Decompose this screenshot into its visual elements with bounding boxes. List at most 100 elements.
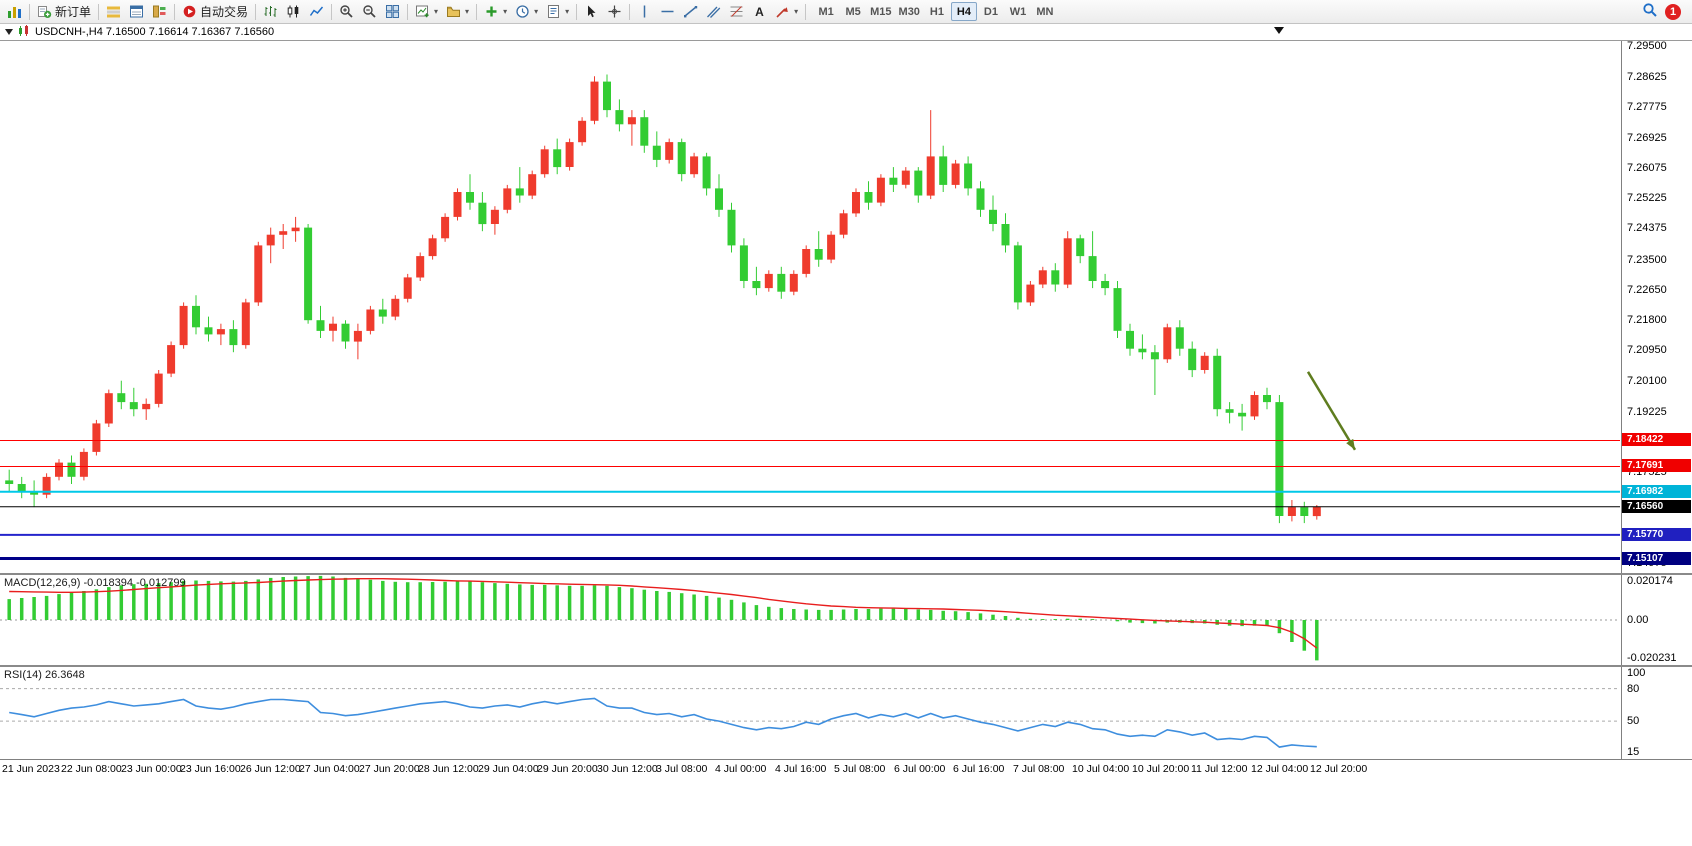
time-tick-label: 6 Jul 16:00	[953, 763, 1005, 775]
trendline-button[interactable]	[679, 2, 702, 22]
timeframe-w1-button[interactable]: W1	[1005, 2, 1031, 21]
candles-icon	[286, 4, 301, 19]
newchart-icon	[415, 4, 430, 19]
price-tick-label: 7.26075	[1627, 162, 1667, 174]
svg-text:A: A	[755, 5, 764, 19]
dropdown-caret-icon: ▾	[465, 7, 470, 16]
cursor-icon	[584, 4, 599, 19]
dropdown-caret-icon: ▾	[534, 7, 539, 16]
new-order-button-label: 新订单	[55, 5, 92, 19]
rsi-tick-label: 15	[1627, 746, 1640, 758]
rsi-pane[interactable]: RSI(14) 26.3648 100 80 50 15	[0, 667, 1692, 759]
timeframe-d1-button[interactable]: D1	[978, 2, 1004, 21]
timeframe-m30-button[interactable]: M30	[896, 2, 923, 21]
price-level-badge: 7.16982	[1622, 485, 1691, 498]
one-click-trading-toggle[interactable]	[5, 29, 13, 35]
chart-window: USDCNH-,H4 7.16500 7.16614 7.16367 7.165…	[0, 24, 1692, 846]
search-button[interactable]	[1642, 2, 1658, 21]
candlestick-chart-button[interactable]	[282, 2, 305, 22]
toolbar-right: 1	[1642, 2, 1689, 21]
time-tick-label: 26 Jun 12:00	[240, 763, 301, 775]
notification-badge[interactable]: 1	[1665, 3, 1681, 20]
time-tick-label: 27 Jun 04:00	[299, 763, 360, 775]
neworder-icon	[37, 4, 52, 19]
time-tick-label: 30 Jun 12:00	[597, 763, 658, 775]
bar-chart-button[interactable]	[259, 2, 282, 22]
rsi-tick-label: 80	[1627, 683, 1640, 695]
toolbar-separator	[29, 3, 30, 20]
channel-icon	[706, 4, 721, 19]
logo-icon	[7, 4, 22, 19]
cursor-button[interactable]	[580, 2, 603, 22]
vertical-line-button[interactable]	[633, 2, 656, 22]
profiles-button[interactable]: ▾	[442, 2, 473, 22]
rsi-tick-label: 50	[1627, 715, 1640, 727]
app-logo[interactable]	[3, 2, 26, 22]
price-axis[interactable]: 7.29500 7.28625 7.27775 7.26925 7.26075 7.252…	[1621, 41, 1692, 573]
price-level-badge: 7.16560	[1622, 500, 1691, 513]
toolbar-separator	[407, 3, 409, 20]
toolbar-separator	[174, 3, 176, 20]
time-tick-label: 5 Jul 08:00	[834, 763, 886, 775]
datawindow-icon	[129, 4, 144, 19]
timeframe-m1-button[interactable]: M1	[813, 2, 839, 21]
toolbar-separator	[98, 3, 100, 20]
channel-button[interactable]	[702, 2, 725, 22]
pane-separator[interactable]	[0, 573, 1692, 575]
chart-title: USDCNH-,H4 7.16500 7.16614 7.16367 7.165…	[35, 26, 275, 38]
macd-tick-label: 0.020174	[1627, 575, 1673, 587]
macd-pane[interactable]: MACD(12,26,9) -0.018394 -0.012799 0.0201…	[0, 575, 1692, 665]
chart-shift-marker	[1274, 27, 1284, 34]
price-level-badge: 7.15107	[1622, 552, 1691, 565]
timeframe-h4-button[interactable]: H4	[950, 2, 977, 21]
fibonacci-button[interactable]	[725, 2, 748, 22]
trendline-icon	[683, 4, 698, 19]
toolbar-separator	[629, 3, 631, 20]
time-tick-label: 29 Jun 20:00	[537, 763, 598, 775]
indicators-button[interactable]: ▾	[480, 2, 511, 22]
time-tick-label: 3 Jul 08:00	[656, 763, 708, 775]
timeframe-mn-button[interactable]: MN	[1032, 2, 1058, 21]
crosshair-button[interactable]	[603, 2, 626, 22]
time-tick-label: 6 Jul 00:00	[894, 763, 946, 775]
text-icon: A	[752, 4, 767, 19]
text-button[interactable]: A	[748, 2, 771, 22]
time-tick-label: 23 Jun 00:00	[121, 763, 182, 775]
time-tick-label: 7 Jul 08:00	[1013, 763, 1065, 775]
timeframe-m5-button[interactable]: M5	[840, 2, 866, 21]
line-chart-button[interactable]	[305, 2, 328, 22]
templates-button[interactable]: ▾	[542, 2, 573, 22]
data-window-button[interactable]	[125, 2, 148, 22]
navigator-button[interactable]	[148, 2, 171, 22]
timeframe-m15-button[interactable]: M15	[867, 2, 894, 21]
periods-button[interactable]: ▾	[511, 2, 542, 22]
timeframe-toolbar: M1 M5 M15 M30 H1 H4 D1 W1 MN	[813, 2, 1058, 21]
bars-icon	[263, 4, 278, 19]
main-chart-pane[interactable]: 7.29500 7.28625 7.27775 7.26925 7.26075 7.252…	[0, 41, 1692, 573]
price-tick-label: 7.24375	[1627, 222, 1667, 234]
templates-icon	[546, 4, 561, 19]
arrows-button[interactable]: ▾	[771, 2, 802, 22]
price-tick-label: 7.20100	[1627, 375, 1667, 387]
horizontal-line-button[interactable]	[656, 2, 679, 22]
zoom-out-button[interactable]	[358, 2, 381, 22]
profiles-icon	[446, 4, 461, 19]
time-tick-label: 4 Jul 16:00	[775, 763, 827, 775]
pane-separator[interactable]	[0, 665, 1692, 667]
price-level-badge: 7.17691	[1622, 459, 1691, 472]
new-order-button[interactable]: 新订单	[33, 2, 95, 22]
auto-trading-button[interactable]: 自动交易	[178, 2, 252, 22]
dropdown-caret-icon: ▾	[565, 7, 570, 16]
market-watch-button[interactable]	[102, 2, 125, 22]
zoom-in-button[interactable]	[335, 2, 358, 22]
tile-windows-button[interactable]	[381, 2, 404, 22]
rsi-axis[interactable]: 100 80 50 15	[1621, 667, 1692, 759]
new-chart-button[interactable]: ▾	[411, 2, 442, 22]
time-axis[interactable]: 21 Jun 2023 22 Jun 08:00 23 Jun 00:00 23 Ju…	[0, 759, 1692, 780]
macd-tick-label: -0.020231	[1627, 652, 1677, 664]
macd-axis[interactable]: 0.020174 0.00 -0.020231	[1621, 575, 1692, 665]
price-tick-label: 7.19225	[1627, 406, 1667, 418]
price-tick-label: 7.25225	[1627, 192, 1667, 204]
timeframe-h1-button[interactable]: H1	[924, 2, 950, 21]
rsi-tick-label: 100	[1627, 667, 1646, 679]
